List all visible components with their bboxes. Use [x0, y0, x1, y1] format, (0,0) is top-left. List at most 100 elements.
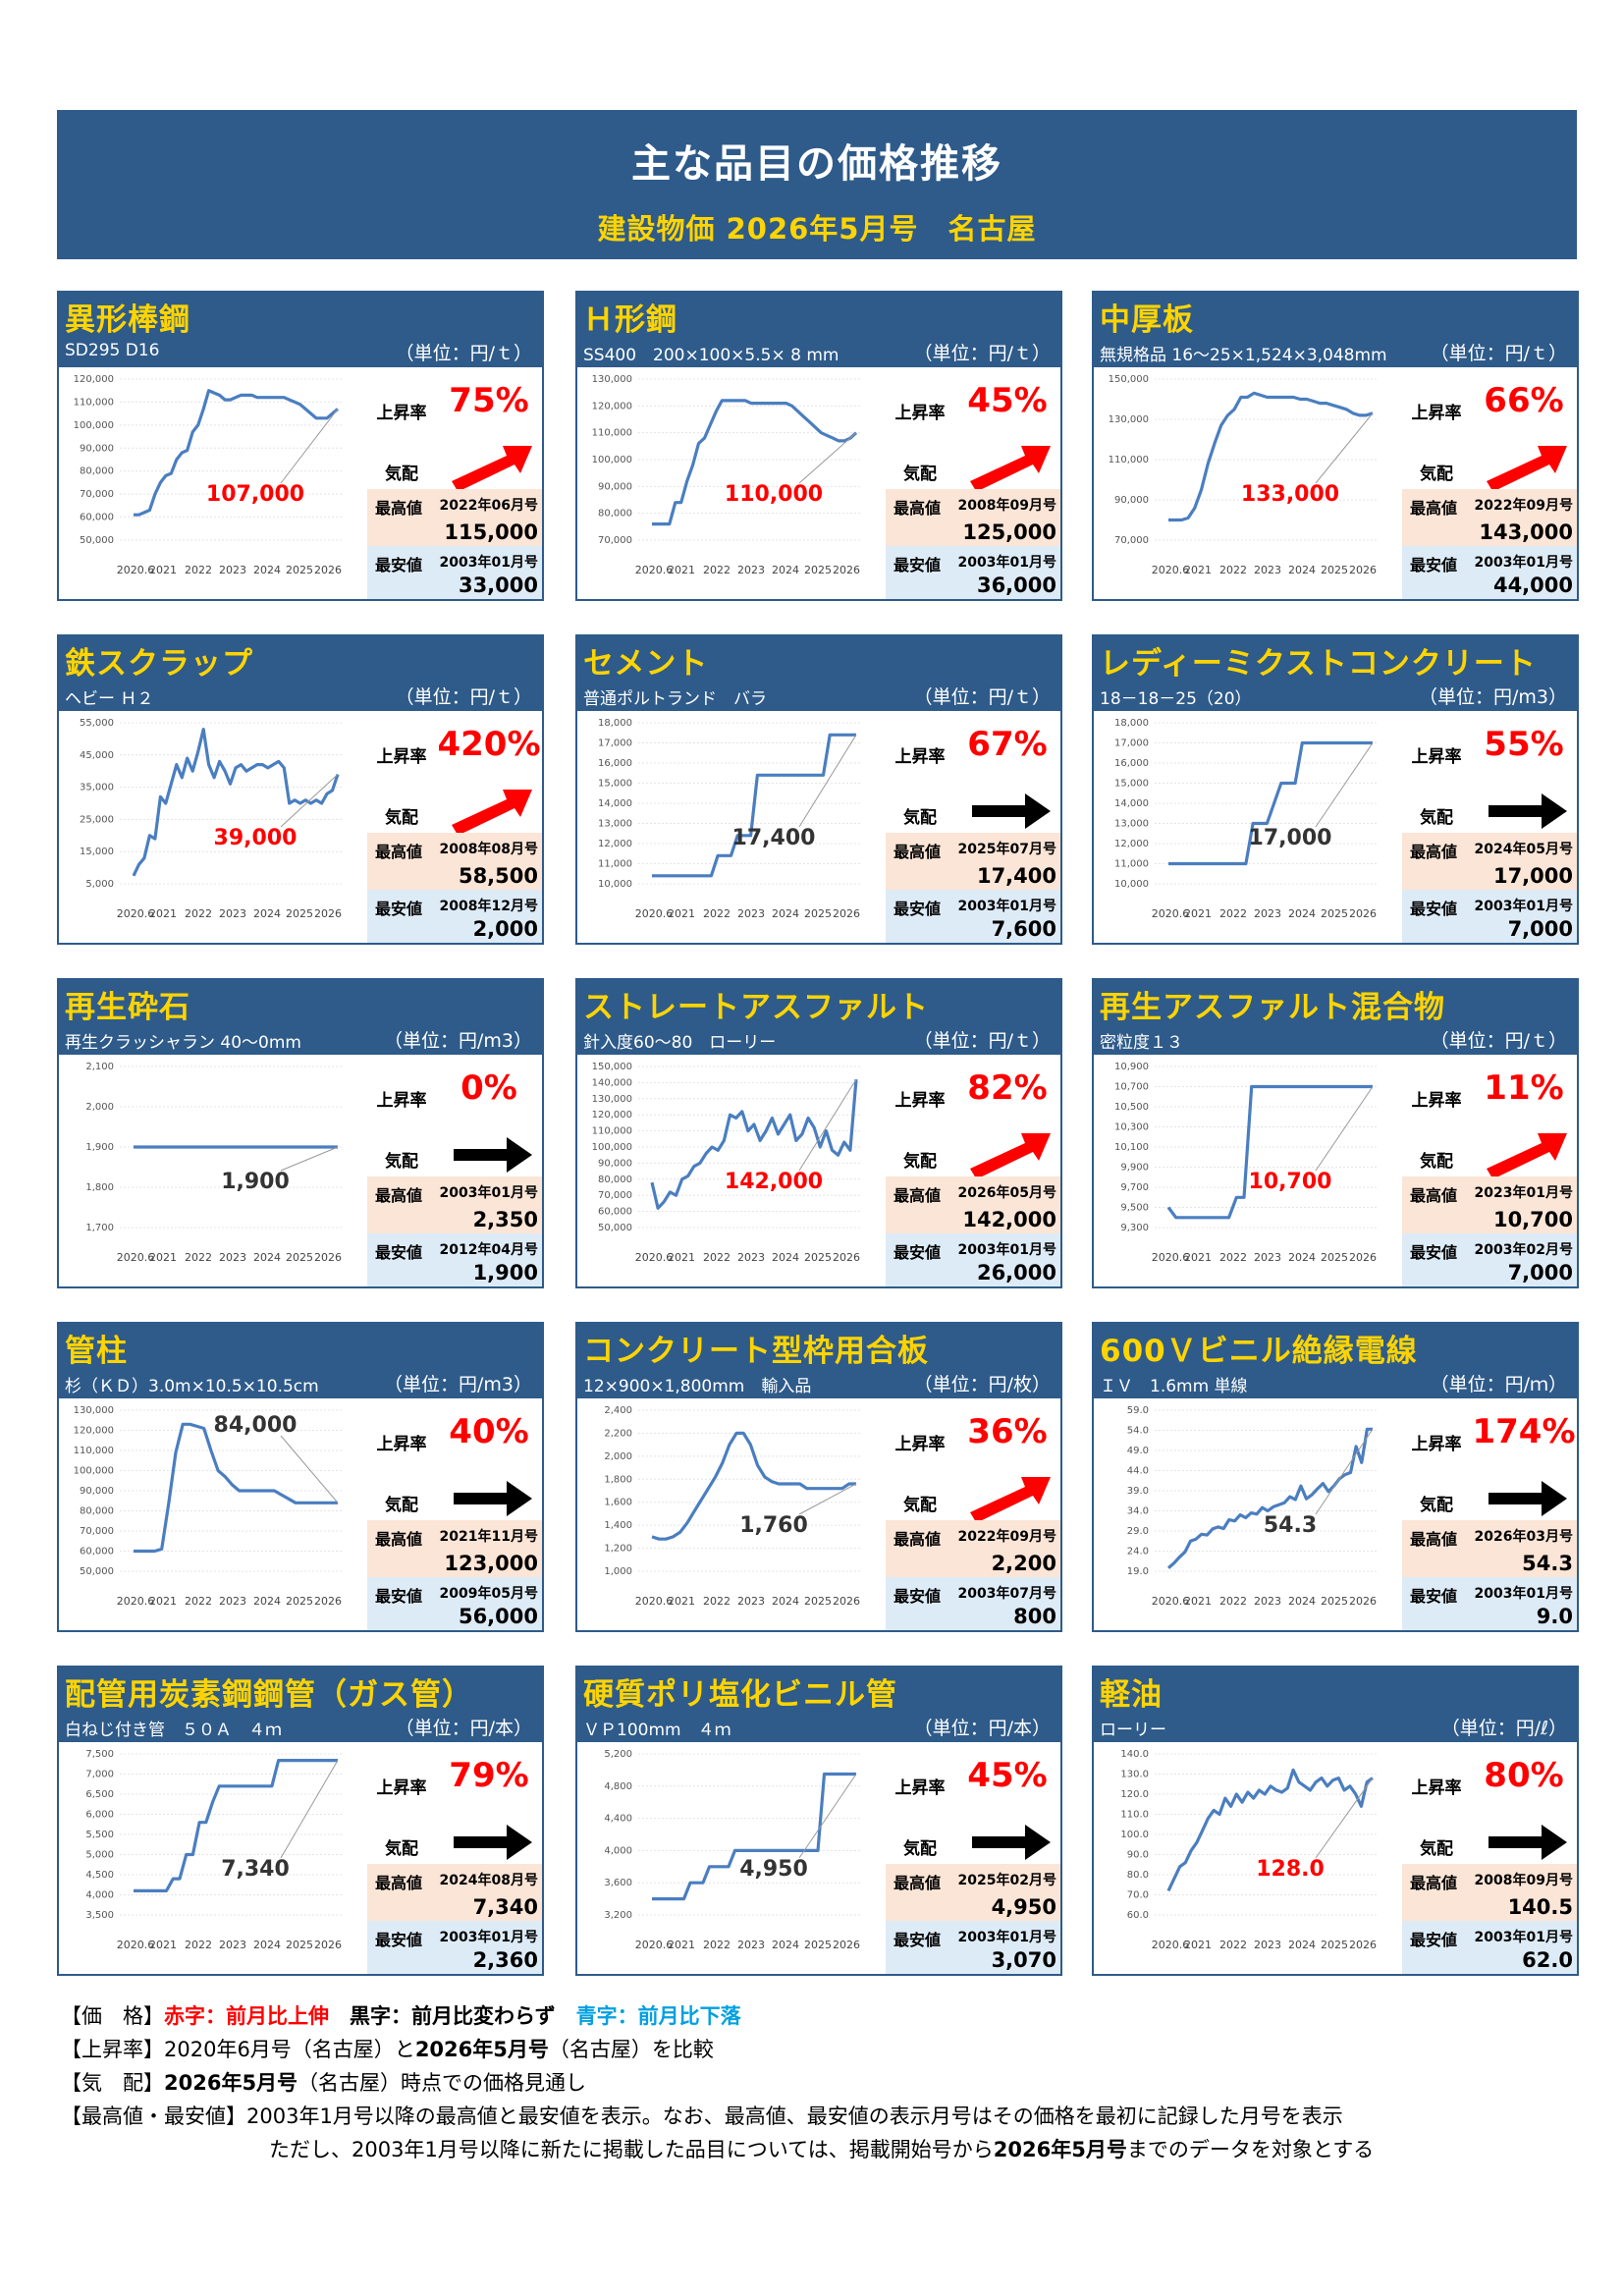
- max-box: 最高値 2008年09月号 125,000: [886, 489, 1060, 546]
- y-tick-label: 9,700: [1120, 1182, 1149, 1193]
- series-line: [652, 1772, 856, 1901]
- min-date: 2003年01月号: [957, 1930, 1056, 1945]
- price-panel: Ｈ形鋼 SS400 200×100×5.5× 8 mm （単位：円/ｔ） 130,00…: [575, 291, 1062, 601]
- x-tick-label: 2021: [1184, 907, 1212, 920]
- min-box: 最安値 2003年01月号 62.0: [1402, 1921, 1577, 1974]
- min-label: 最安値: [893, 900, 942, 918]
- max-date: 2003年01月号: [439, 1185, 538, 1201]
- trend-up-arrow-icon: [1487, 1133, 1567, 1178]
- y-tick-label: 1,000: [604, 1566, 632, 1577]
- x-tick-label: 2024: [253, 564, 281, 576]
- label-leader: [1315, 412, 1374, 484]
- trend-flat-arrow-icon: [454, 1137, 532, 1173]
- x-tick-label: 2023: [219, 1939, 246, 1951]
- trend-flat-arrow-icon: [1489, 793, 1567, 829]
- max-label: 最高値: [893, 1186, 942, 1205]
- y-tick-label: 5,500: [85, 1830, 114, 1840]
- arrow-shape: [1487, 1133, 1567, 1178]
- x-tick-label: 2024: [1288, 1251, 1316, 1264]
- rate-label: 上昇率: [376, 747, 427, 767]
- min-value: 800: [1013, 1605, 1056, 1628]
- y-tick-label: 1,800: [604, 1474, 632, 1485]
- x-tick-label: 2024: [772, 1595, 799, 1608]
- x-tick-label: 2025: [1321, 1251, 1348, 1264]
- x-tick-label: 2021: [668, 564, 695, 576]
- series-line: [134, 389, 340, 517]
- max-box: 最高値 2026年03月号 54.3: [1402, 1520, 1577, 1577]
- y-tick-label: 2,100: [85, 1062, 114, 1072]
- trend-up-arrow-icon: [1487, 446, 1567, 491]
- rate-label: 上昇率: [894, 1778, 946, 1798]
- price-panel: 鉄スクラップ ヘビー Ｈ２ （単位：円/ｔ） 55,000 45,000 35,000 25…: [57, 634, 544, 945]
- y-tick-label: 80,000: [80, 466, 114, 477]
- rate-value: 45%: [967, 1756, 1048, 1795]
- y-tick-label: 18,000: [598, 718, 632, 729]
- min-box: 最安値 2003年02月号 7,000: [1402, 1233, 1577, 1286]
- current-value-label: 84,000: [214, 1413, 298, 1438]
- y-tick-label: 120,000: [592, 1110, 632, 1121]
- y-tick-label: 18,000: [1114, 718, 1149, 729]
- min-box: 最安値 2003年01月号 2,360: [367, 1921, 542, 1974]
- y-tick-label: 16,000: [598, 758, 632, 769]
- note-rate: 【上昇率】2020年6月号（名古屋）と2026年5月号（名古屋）を比較: [61, 2038, 714, 2061]
- trend-flat-arrow-icon: [454, 1481, 532, 1516]
- arrow-shape: [972, 1825, 1051, 1860]
- x-tick-label: 2022: [703, 1595, 731, 1608]
- y-tick-label: 140,000: [592, 1077, 632, 1088]
- panel-title: 軽油: [1100, 1677, 1163, 1713]
- min-value: 7,600: [991, 917, 1056, 941]
- x-tick-label: 2022: [1219, 907, 1247, 920]
- y-tick-label: 50,000: [80, 535, 114, 546]
- current-value-label: 142,000: [725, 1170, 823, 1194]
- y-tick-label: 10,100: [1114, 1142, 1149, 1153]
- x-tick-label: 2024: [253, 1939, 281, 1951]
- rate-value: 40%: [449, 1412, 529, 1451]
- y-tick-label: 70,000: [598, 1190, 632, 1201]
- y-tick-label: 70,000: [1114, 535, 1149, 546]
- x-tick-label: 2022: [185, 1939, 212, 1951]
- x-tick-label: 2020.6: [117, 1595, 155, 1608]
- note-trend: 【気 配】2026年5月号（名古屋）時点での価格見通し: [61, 2071, 587, 2095]
- series-line: [651, 1431, 856, 1541]
- panel-unit: （単位：円/ｍ）: [1430, 1374, 1567, 1395]
- trend-label: 気配: [385, 808, 418, 828]
- line-chart: 130,000 120,000 110,000 100,000 90,000 80,000…: [592, 374, 862, 576]
- x-tick-label: 2023: [737, 1595, 765, 1608]
- y-tick-label: 50,000: [598, 1223, 632, 1233]
- y-tick-label: 1,600: [604, 1498, 632, 1508]
- min-label: 最安値: [1410, 1243, 1458, 1262]
- y-tick-label: 130,000: [592, 374, 632, 385]
- y-tick-label: 17,000: [1114, 738, 1149, 749]
- min-box: 最安値 2003年01月号 26,000: [886, 1233, 1060, 1286]
- y-tick-label: 90,000: [80, 443, 114, 454]
- panel-title: 再生砕石: [65, 990, 190, 1025]
- price-panel: 軽油 ローリー （単位：円/ℓ） 140.0 130.0 120.0 110.0 100.0 9…: [1092, 1666, 1579, 1976]
- x-tick-label: 2023: [1254, 1251, 1281, 1264]
- panel-title: 硬質ポリ塩化ビニル管: [583, 1677, 897, 1713]
- panel-title: 600Ｖビニル絶縁電線: [1100, 1334, 1418, 1369]
- arrow-shape: [1489, 1825, 1567, 1860]
- rate-value: 82%: [967, 1068, 1048, 1108]
- max-date: 2023年01月号: [1474, 1185, 1573, 1201]
- panel-header: 再生アスファルト混合物 密粒度１３ （単位：円/ｔ）: [1094, 980, 1577, 1055]
- max-value: 125,000: [962, 520, 1056, 544]
- price-panel: 異形棒鋼 SD295 D16 （単位：円/ｔ） 120,000 110,000 100,0…: [57, 291, 544, 601]
- max-box: 最高値 2003年01月号 2,350: [367, 1176, 542, 1233]
- min-box: 最安値 2009年05月号 56,000: [367, 1577, 542, 1630]
- y-tick-label: 70,000: [598, 535, 632, 546]
- x-tick-label: 2022: [1219, 564, 1247, 576]
- panel-spec: ＶＰ100mm ４ｍ: [583, 1721, 731, 1740]
- current-value-label: 128.0: [1256, 1857, 1325, 1882]
- rate-value: 420%: [437, 725, 541, 764]
- min-label: 最安値: [375, 1931, 423, 1949]
- y-tick-label: 80,000: [598, 1175, 632, 1185]
- min-date: 2003年01月号: [957, 1242, 1056, 1258]
- price-panel: 硬質ポリ塩化ビニル管 ＶＰ100mm ４ｍ （単位：円/本） 5,200 4,800 4,…: [575, 1666, 1062, 1976]
- x-tick-label: 2025: [1321, 564, 1348, 576]
- panel-spec: SD295 D16: [65, 341, 160, 360]
- y-tick-label: 12,000: [1114, 839, 1149, 849]
- current-value-label: 133,000: [1241, 482, 1339, 507]
- price-panel: 再生砕石 再生クラッシャラン 40～0mm （単位：円/m3） 2,100 2,000 1…: [57, 978, 544, 1288]
- y-tick-label: 19.0: [1127, 1566, 1149, 1577]
- price-panel: 配管用炭素鋼鋼管（ガス管） 白ねじ付き管 ５０Ａ ４ｍ （単位：円/本） 7,500 7…: [57, 1666, 544, 1976]
